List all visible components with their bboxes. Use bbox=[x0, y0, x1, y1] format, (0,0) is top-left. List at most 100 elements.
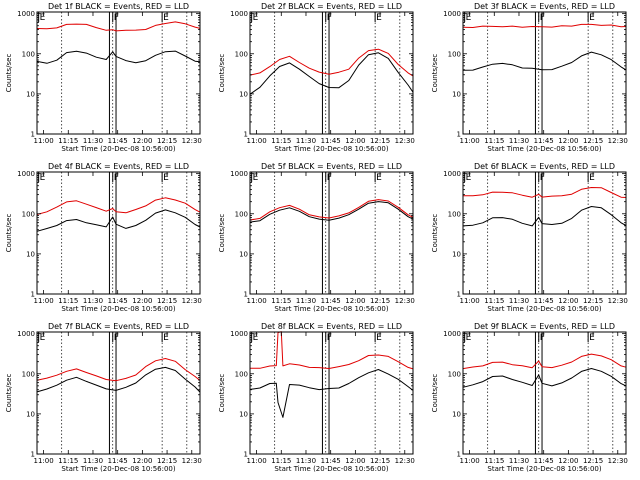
y-tick-label: 1 bbox=[244, 131, 248, 139]
y-tick-label: 100 bbox=[448, 210, 461, 218]
x-tick-label: 12:00 bbox=[558, 137, 578, 145]
x-tick-label: 11:45 bbox=[534, 457, 554, 465]
x-axis-label: Start Time (20-Dec-08 10:56:00) bbox=[487, 145, 601, 153]
y-tick-label: 10 bbox=[26, 410, 35, 418]
y-tick-label: 100 bbox=[22, 370, 35, 378]
y-axis-label: Counts/sec bbox=[431, 214, 439, 253]
marker-label: E bbox=[376, 333, 382, 343]
x-axis-label: Start Time (20-Dec-08 10:56:00) bbox=[61, 465, 175, 473]
y-tick-label: 1000 bbox=[17, 330, 35, 338]
series-line bbox=[462, 51, 627, 71]
x-tick-label: 12:30 bbox=[182, 137, 202, 145]
marker-label: F bbox=[327, 333, 332, 343]
x-tick-label: 11:15 bbox=[484, 297, 504, 305]
marker-label: E bbox=[40, 173, 46, 183]
plot-frame bbox=[249, 331, 414, 455]
x-tick-label: 11:45 bbox=[534, 297, 554, 305]
marker-label: E bbox=[163, 13, 169, 23]
marker-label: F bbox=[114, 333, 119, 343]
x-tick-label: 11:30 bbox=[83, 137, 103, 145]
x-tick-label: 11:30 bbox=[509, 137, 529, 145]
marker-label: E bbox=[466, 13, 472, 23]
x-tick-label: 11:00 bbox=[33, 297, 53, 305]
x-tick-label: 11:45 bbox=[108, 297, 128, 305]
x-tick-label: 11:45 bbox=[321, 297, 341, 305]
series-line bbox=[36, 197, 201, 215]
x-tick-label: 11:15 bbox=[484, 137, 504, 145]
marker-label: E bbox=[376, 13, 382, 23]
marker-label: E bbox=[589, 13, 595, 23]
x-axis-label: Start Time (20-Dec-08 10:56:00) bbox=[274, 305, 388, 313]
x-tick-label: 12:00 bbox=[558, 297, 578, 305]
x-tick-label: 11:45 bbox=[534, 137, 554, 145]
series-line bbox=[36, 21, 201, 32]
marker-label: E bbox=[40, 13, 46, 23]
x-tick-label: 11:00 bbox=[459, 297, 479, 305]
x-tick-label: 12:30 bbox=[395, 297, 415, 305]
panel-title: Det 5f BLACK = Events, RED = LLD bbox=[261, 162, 402, 171]
y-axis-label: Counts/sec bbox=[5, 374, 13, 413]
x-tick-label: 12:15 bbox=[583, 457, 603, 465]
marker-label: E bbox=[466, 173, 472, 183]
x-tick-label: 12:00 bbox=[345, 297, 365, 305]
y-tick-label: 100 bbox=[235, 210, 248, 218]
y-tick-label: 10 bbox=[26, 90, 35, 98]
marker-label: E bbox=[253, 333, 259, 343]
series-line bbox=[36, 50, 201, 64]
x-tick-label: 11:45 bbox=[108, 137, 128, 145]
x-axis-label: Start Time (20-Dec-08 10:56:00) bbox=[274, 145, 388, 153]
x-tick-label: 12:15 bbox=[370, 457, 390, 465]
panel-title: Det 7f BLACK = Events, RED = LLD bbox=[48, 322, 189, 331]
y-tick-label: 100 bbox=[235, 370, 248, 378]
x-tick-label: 11:30 bbox=[509, 457, 529, 465]
y-axis-label: Counts/sec bbox=[431, 374, 439, 413]
x-tick-label: 11:30 bbox=[296, 137, 316, 145]
series-line bbox=[249, 331, 414, 370]
y-tick-label: 100 bbox=[22, 210, 35, 218]
x-tick-label: 12:30 bbox=[395, 457, 415, 465]
plot-frame bbox=[462, 331, 627, 455]
x-tick-label: 12:00 bbox=[345, 457, 365, 465]
x-tick-label: 12:15 bbox=[157, 457, 177, 465]
marker-label: E bbox=[40, 333, 46, 343]
y-axis-label: Counts/sec bbox=[5, 54, 13, 93]
plot-frame bbox=[36, 171, 201, 295]
y-tick-label: 1000 bbox=[443, 170, 461, 178]
y-tick-label: 1 bbox=[457, 451, 461, 459]
y-tick-label: 1000 bbox=[230, 10, 248, 18]
series-line bbox=[36, 358, 201, 382]
x-tick-label: 11:15 bbox=[271, 457, 291, 465]
series-line bbox=[249, 201, 414, 223]
x-tick-label: 12:30 bbox=[608, 457, 628, 465]
x-tick-label: 11:30 bbox=[509, 297, 529, 305]
series-line bbox=[249, 199, 414, 221]
x-tick-label: 11:00 bbox=[246, 297, 266, 305]
marker-label: F bbox=[114, 13, 119, 23]
y-tick-label: 100 bbox=[448, 370, 461, 378]
x-tick-label: 12:00 bbox=[558, 457, 578, 465]
marker-label: F bbox=[327, 173, 332, 183]
y-tick-label: 1 bbox=[457, 291, 461, 299]
x-axis-label: Start Time (20-Dec-08 10:56:00) bbox=[61, 145, 175, 153]
marker-label: E bbox=[376, 173, 382, 183]
y-tick-label: 1 bbox=[244, 291, 248, 299]
marker-label: F bbox=[114, 173, 119, 183]
marker-label: E bbox=[253, 173, 259, 183]
panel-title: Det 3f BLACK = Events, RED = LLD bbox=[474, 2, 615, 11]
x-tick-label: 12:30 bbox=[395, 137, 415, 145]
x-tick-label: 12:15 bbox=[583, 297, 603, 305]
x-tick-label: 11:15 bbox=[58, 297, 78, 305]
x-tick-label: 11:30 bbox=[296, 457, 316, 465]
x-tick-label: 12:00 bbox=[345, 137, 365, 145]
x-tick-label: 11:00 bbox=[246, 457, 266, 465]
x-tick-label: 11:00 bbox=[459, 137, 479, 145]
y-tick-label: 100 bbox=[235, 50, 248, 58]
x-tick-label: 11:00 bbox=[33, 457, 53, 465]
plot-frame bbox=[36, 331, 201, 455]
x-tick-label: 12:15 bbox=[157, 137, 177, 145]
plot-frame bbox=[249, 11, 414, 135]
